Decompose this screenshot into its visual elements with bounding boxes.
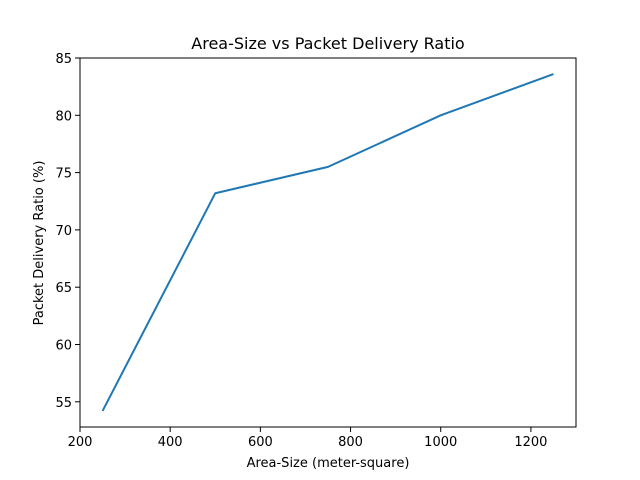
axes-frame [79, 57, 577, 428]
x-tick-label: 800 [338, 435, 363, 450]
y-tick-label: 55 [55, 396, 72, 411]
x-tick-label: 200 [68, 435, 93, 450]
plot-area: 200 400 600 800 1000 1200 55 60 65 70 75 80 85 [55, 52, 577, 450]
chart-title: Area-Size vs Packet Delivery Ratio [191, 34, 464, 53]
y-tick-label: 70 [55, 224, 72, 239]
x-tick-label: 400 [158, 435, 183, 450]
series-line-0 [101, 73, 554, 412]
x-tick-label: 1200 [514, 435, 547, 450]
y-tick-label: 85 [55, 52, 72, 67]
x-tick-label: 1000 [424, 435, 457, 450]
y-tick-label: 80 [55, 109, 72, 124]
y-tick-label: 60 [55, 338, 72, 353]
y-tick-label: 75 [55, 167, 72, 182]
y-tick-label: 65 [55, 281, 72, 296]
x-axis-label: Area-Size (meter-square) [247, 456, 410, 471]
x-tick-label: 600 [248, 435, 273, 450]
y-axis-label: Packet Delivery Ratio (%) [32, 161, 47, 326]
